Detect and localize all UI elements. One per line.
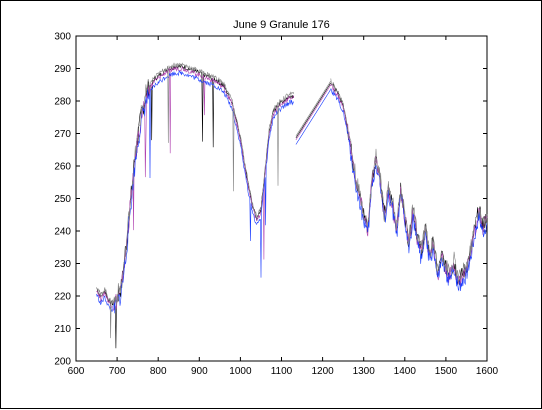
x-tick-label: 1600 [476,366,499,377]
spectrum-series-line [295,84,332,141]
y-tick-label: 300 [54,32,71,43]
y-tick-label: 230 [54,259,71,270]
axes: 600 700 800 900 1000 1100 1200 1300 1400 1500 1600… [54,32,498,378]
y-tick-label: 240 [54,227,71,238]
series-layer [96,62,488,349]
y-tick-label: 280 [54,97,71,108]
spectrum-series-line [295,80,332,137]
chart-title: June 9 Granule 176 [233,19,330,31]
plot-area [75,35,488,362]
y-tick-label: 250 [54,194,71,205]
x-tick-label: 900 [191,366,208,377]
y-tick-label: 290 [54,64,71,75]
x-tick-label: 1500 [435,366,458,377]
y-tick-label: 220 [54,292,71,303]
spectrum-series-line [330,78,488,283]
x-tick-label: 700 [109,366,126,377]
x-tick-label: 600 [68,366,85,377]
x-tick-label: 800 [150,366,167,377]
y-tick-label: 270 [54,129,71,140]
y-tick-label: 210 [54,324,71,335]
x-tick-label: 1100 [271,366,293,377]
spectrum-series-line [96,62,295,339]
x-tick-label: 1400 [394,366,417,377]
spectrum-series-line [295,82,332,139]
x-tick-label: 1300 [353,366,376,377]
x-tick-label: 1200 [311,366,334,377]
y-tick-label: 200 [54,357,71,368]
y-tick-label: 260 [54,162,71,173]
spectrum-series-line [295,89,332,145]
spectrum-series-line [96,66,295,312]
x-tick-label: 1000 [229,366,252,377]
spectrum-series-line [96,70,294,314]
